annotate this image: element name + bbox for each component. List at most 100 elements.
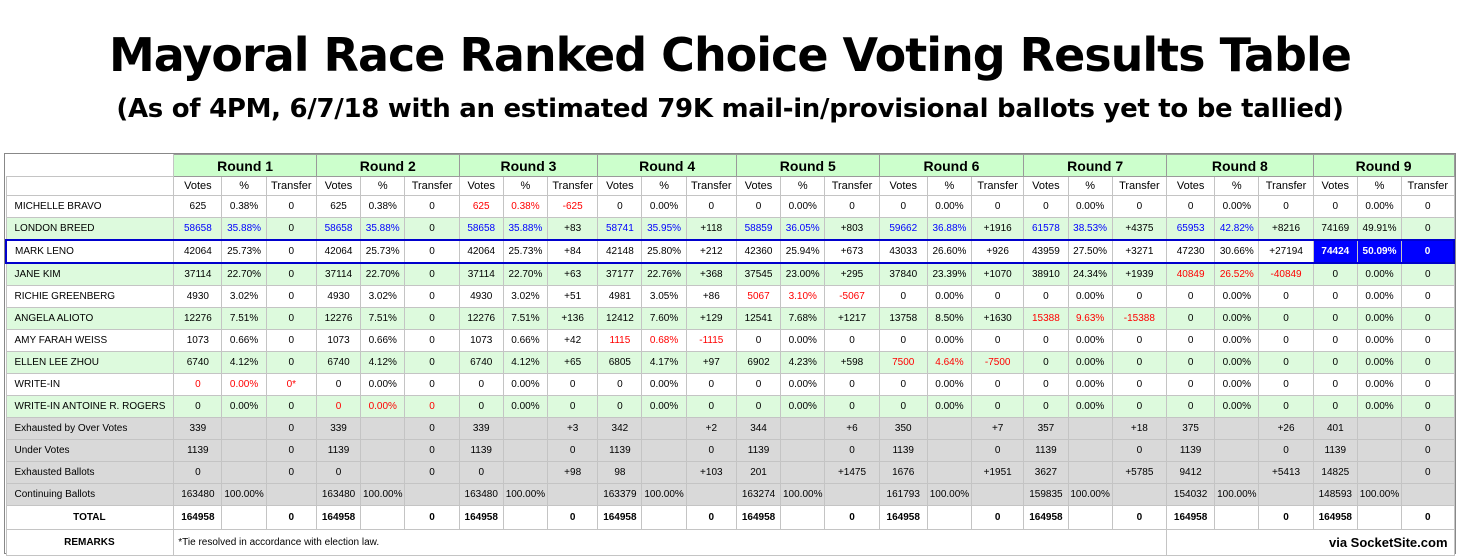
table-row: JANE KIM 37114 22.70% 0 37114 22.70% 0 37114 22.…: [5, 262, 1455, 286]
percent-cell: 0.00%: [926, 395, 973, 418]
votes-cell: 0: [315, 395, 362, 418]
transfer-cell: +5413: [1258, 461, 1314, 484]
votes-cell: 4930: [458, 285, 504, 308]
transfer-cell: 0: [404, 329, 460, 352]
votes-cell: 7500: [878, 351, 928, 374]
transfer-cell: 0: [971, 329, 1025, 352]
transfer-cell: 0: [265, 417, 317, 440]
percent-cell: 0.00%: [1067, 195, 1113, 218]
votes-cell: 15388: [1023, 307, 1069, 330]
votes-cell: 12276: [458, 307, 504, 330]
transfer-cell: 0: [1401, 307, 1455, 330]
transfer-cell: 0: [404, 461, 460, 484]
transfer-cell: 0: [1401, 329, 1455, 352]
percent-cell: 0.00%: [221, 395, 267, 418]
votes-cell: 0: [1023, 285, 1069, 308]
transfer-cell: 0: [1111, 395, 1168, 418]
transfer-cell: 0: [404, 395, 460, 418]
percent-cell: 0.00%: [1214, 195, 1260, 218]
percent-cell: 23.39%: [926, 262, 973, 286]
votes-cell: 9412: [1165, 461, 1216, 484]
transfer-cell: 0: [1111, 351, 1168, 374]
percent-cell: 0.66%: [360, 329, 406, 352]
page-title: Mayoral Race Ranked Choice Voting Result…: [109, 28, 1352, 82]
transfer-cell: -625: [547, 195, 599, 218]
transfer-cell: 0: [824, 505, 880, 530]
table-row: RICHIE GREENBERG 4930 3.02% 0 4930 3.02% 0 4930…: [5, 285, 1455, 308]
votes-cell: 401: [1312, 417, 1358, 440]
transfer-cell: 0: [265, 262, 317, 286]
votes-cell: 13758: [878, 307, 928, 330]
transfer-cell: 0: [404, 439, 460, 462]
transfer-cell: 0: [824, 373, 880, 396]
transfer-cell: +1475: [824, 461, 880, 484]
transfer-cell: 0: [824, 439, 880, 462]
transfer-cell: 0: [1258, 329, 1314, 352]
transfer-cell: +673: [824, 239, 880, 264]
transfer-cell: [547, 483, 599, 506]
transfer-cell: 0: [265, 461, 317, 484]
votes-cell: 5067: [735, 285, 782, 308]
votes-cell: 164958: [1312, 505, 1358, 530]
votes-cell: 0: [1312, 329, 1358, 352]
votes-cell: 3627: [1023, 461, 1069, 484]
percent-cell: [926, 417, 973, 440]
votes-cell: 1073: [315, 329, 362, 352]
transfer-cell: +27194: [1258, 239, 1314, 264]
votes-cell: 6805: [597, 351, 643, 374]
transfer-cell: 0: [685, 439, 737, 462]
percent-cell: 4.12%: [360, 351, 406, 374]
votes-cell: 37114: [173, 262, 223, 286]
percent-cell: 0.00%: [926, 373, 973, 396]
transfer-cell: +295: [824, 262, 880, 286]
votes-cell: 0: [1165, 307, 1216, 330]
column-header: %: [1356, 176, 1403, 196]
column-header: Votes: [597, 176, 643, 196]
votes-cell: 1073: [458, 329, 504, 352]
transfer-cell: 0: [404, 373, 460, 396]
percent-cell: 7.68%: [780, 307, 826, 330]
table-row: TOTAL 164958 0 164958 0 164958 0 164958 0 164958 0…: [5, 505, 1455, 530]
transfer-cell: 0: [404, 262, 460, 286]
percent-cell: [926, 505, 973, 530]
percent-cell: 50.09%: [1356, 239, 1403, 264]
transfer-cell: -5067: [824, 285, 880, 308]
percent-cell: 0.00%: [926, 195, 973, 218]
votes-cell: 0: [1312, 373, 1358, 396]
percent-cell: 0.66%: [221, 329, 267, 352]
votes-cell: 4981: [597, 285, 643, 308]
votes-cell: 12541: [735, 307, 782, 330]
votes-cell: 6902: [735, 351, 782, 374]
votes-cell: 1139: [597, 439, 643, 462]
transfer-cell: +51: [547, 285, 599, 308]
votes-cell: 0: [1312, 351, 1358, 374]
percent-cell: 0.00%: [1067, 395, 1113, 418]
percent-cell: [1067, 417, 1113, 440]
column-header: Transfer: [971, 176, 1025, 196]
votes-cell: 164958: [735, 505, 782, 530]
votes-cell: 42148: [597, 239, 643, 264]
transfer-cell: 0: [265, 505, 317, 530]
votes-cell: 0: [315, 461, 362, 484]
percent-cell: 0.00%: [641, 195, 687, 218]
transfer-cell: +803: [824, 217, 880, 241]
transfer-cell: -15388: [1111, 307, 1168, 330]
percent-cell: [221, 461, 267, 484]
votes-cell: 37840: [878, 262, 928, 286]
transfer-cell: 0: [1258, 439, 1314, 462]
transfer-cell: [1111, 483, 1168, 506]
votes-cell: 43959: [1023, 239, 1069, 264]
percent-cell: [360, 505, 406, 530]
column-header: %: [1214, 176, 1260, 196]
transfer-cell: [1401, 483, 1455, 506]
votes-cell: 625: [458, 195, 504, 218]
percent-cell: 42.82%: [1214, 217, 1260, 241]
percent-cell: 38.53%: [1067, 217, 1113, 241]
votes-cell: 339: [315, 417, 362, 440]
votes-cell: 0: [735, 395, 782, 418]
column-header: %: [926, 176, 973, 196]
votes-cell: 0: [1023, 395, 1069, 418]
round-header: Round 2: [315, 154, 460, 177]
column-header: Transfer: [547, 176, 599, 196]
row-label: MARK LENO: [5, 239, 175, 264]
